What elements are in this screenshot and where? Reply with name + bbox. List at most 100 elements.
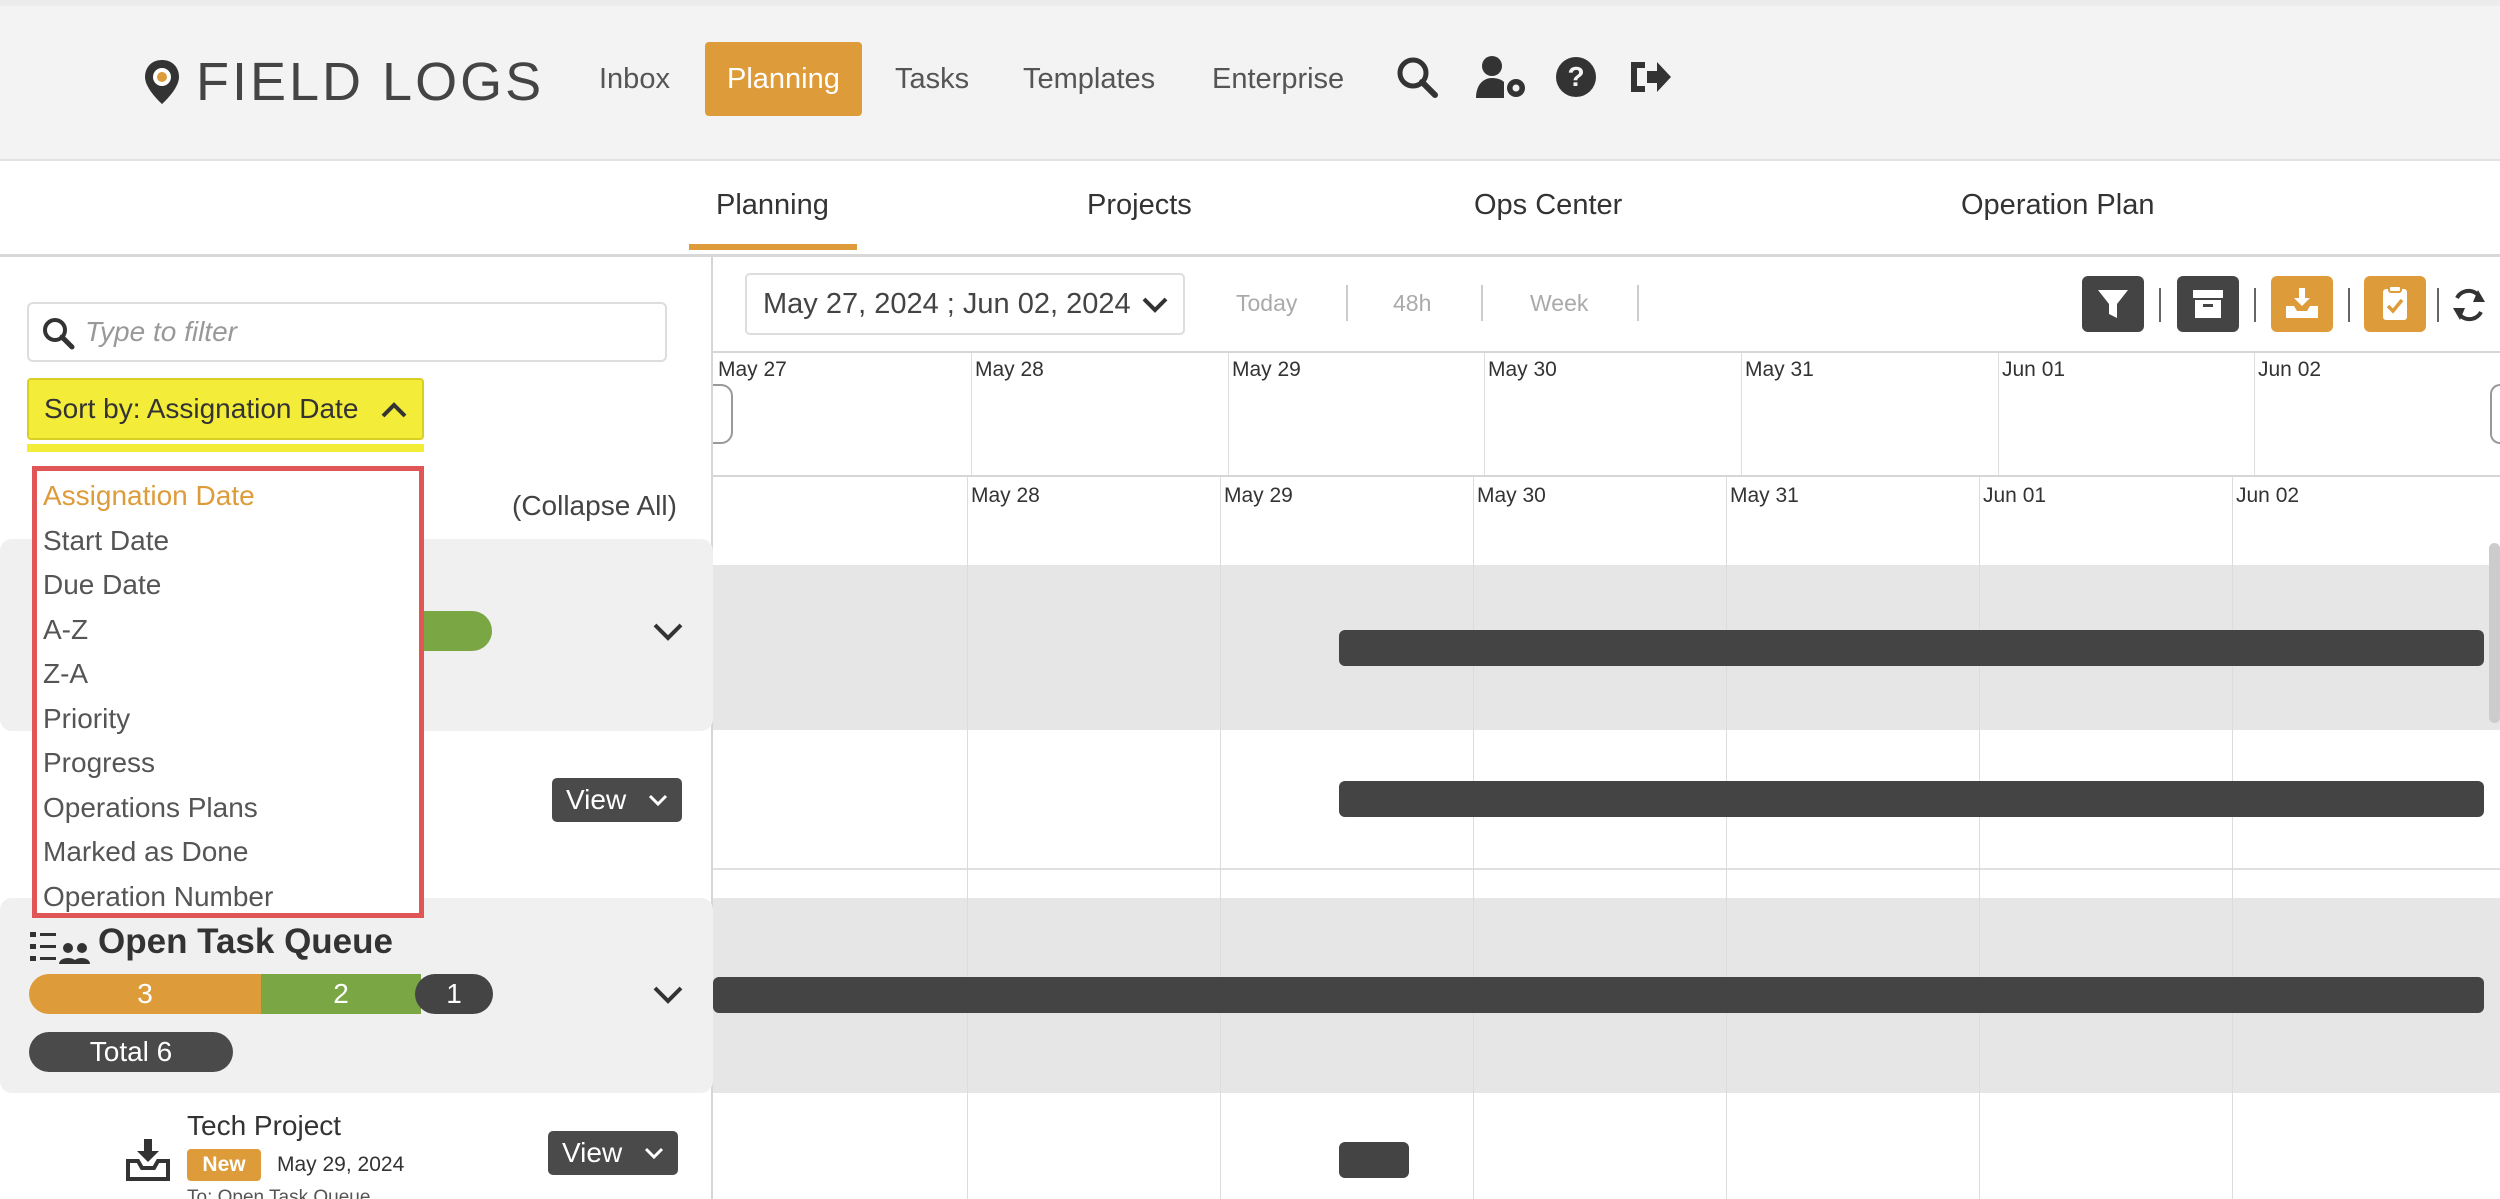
- gridline: [1473, 477, 1474, 1199]
- nav-tasks[interactable]: Tasks: [895, 63, 970, 95]
- sub-navbar: Planning Projects Ops Center Operation P…: [0, 161, 2500, 257]
- sort-dropdown-button[interactable]: Sort by: Assignation Date: [27, 378, 424, 440]
- logout-icon[interactable]: [1627, 54, 1673, 100]
- active-tab-indicator: [689, 244, 857, 250]
- divider: [713, 868, 2500, 870]
- gridline: [1726, 477, 1727, 1199]
- sort-highlight-bar: [27, 444, 424, 452]
- divider: [2254, 288, 2256, 322]
- chevron-down-icon[interactable]: [650, 620, 686, 644]
- refresh-icon[interactable]: [2450, 286, 2488, 324]
- sort-dropdown-menu: Assignation Date Start Date Due Date A-Z…: [32, 466, 424, 918]
- gridline: [1228, 353, 1229, 475]
- view-button-label: View: [566, 784, 627, 815]
- sort-option-assignation-date[interactable]: Assignation Date: [43, 480, 255, 511]
- top-navbar: FIELD LOGS Inbox Planning Tasks Template…: [0, 0, 2500, 161]
- scale-date: May 30: [1488, 358, 1557, 381]
- total-badge: Total 6: [29, 1032, 233, 1072]
- sort-label: Sort by: Assignation Date: [44, 393, 359, 424]
- chevron-down-icon[interactable]: [650, 983, 686, 1007]
- sort-option-due-date[interactable]: Due Date: [43, 569, 162, 600]
- sort-option-start-date[interactable]: Start Date: [43, 524, 170, 556]
- view-button[interactable]: View: [552, 778, 682, 822]
- divider: [1637, 285, 1639, 321]
- location-pin-icon: [145, 60, 179, 104]
- clipboard-check-button[interactable]: [2364, 276, 2426, 332]
- scale-date: May 27: [718, 358, 787, 381]
- timeline-scale-top: [713, 351, 2500, 477]
- inbox-download-icon: [2286, 288, 2318, 318]
- svg-text:?: ?: [1567, 61, 1584, 92]
- nav-planning[interactable]: Planning: [705, 42, 862, 116]
- zoom-week[interactable]: Week: [1530, 290, 1589, 316]
- nav-templates[interactable]: Templates: [1023, 63, 1156, 95]
- scale-date: May 31: [1745, 358, 1814, 381]
- count-pill-done: 1: [415, 974, 493, 1014]
- group-title: Open Task Queue: [98, 922, 393, 961]
- task-queue-icon: [30, 932, 90, 964]
- view-button[interactable]: View: [548, 1131, 678, 1175]
- gantt-bar[interactable]: [1339, 781, 2484, 817]
- divider: [2437, 288, 2439, 322]
- tab-projects[interactable]: Projects: [1087, 189, 1192, 221]
- chevron-down-icon: [644, 1147, 664, 1160]
- item-date: May 29, 2024: [277, 1153, 405, 1176]
- sort-option-progress[interactable]: Progress: [43, 747, 156, 778]
- timeline-range-handle-left[interactable]: [713, 384, 733, 444]
- gridline: [1998, 353, 1999, 475]
- gantt-bar[interactable]: [713, 977, 2484, 1013]
- zoom-today[interactable]: Today: [1236, 290, 1298, 316]
- tab-ops-center[interactable]: Ops Center: [1474, 189, 1623, 221]
- view-button-label: View: [562, 1137, 623, 1168]
- inbox-download-icon: [126, 1139, 170, 1181]
- scale-date: May 30: [1477, 484, 1546, 507]
- scale-date: May 31: [1730, 484, 1799, 507]
- archive-icon: [2193, 290, 2223, 318]
- date-range-value: May 27, 2024 ; Jun 02, 2024: [763, 288, 1131, 320]
- gridline: [2232, 477, 2233, 1199]
- scale-date: May 28: [971, 484, 1040, 507]
- sort-option-z-a[interactable]: Z-A: [43, 658, 89, 689]
- gridline: [1484, 353, 1485, 475]
- inbox-download-button[interactable]: [2271, 276, 2333, 332]
- nav-inbox[interactable]: Inbox: [599, 63, 670, 95]
- clipboard-check-icon: [2383, 285, 2407, 320]
- tab-planning[interactable]: Planning: [716, 189, 829, 221]
- gantt-bar[interactable]: [1339, 1142, 1409, 1178]
- archive-button[interactable]: [2177, 276, 2239, 332]
- item-subtitle: To: Open Task Queue: [187, 1187, 371, 1199]
- sort-option-a-z[interactable]: A-Z: [43, 613, 89, 645]
- gridline: [1741, 353, 1742, 475]
- brand-name: FIELD LOGS: [196, 52, 545, 112]
- nav-enterprise[interactable]: Enterprise: [1212, 63, 1345, 95]
- chevron-up-icon: [381, 402, 407, 418]
- filter-field[interactable]: [27, 302, 667, 362]
- help-icon[interactable]: ?: [1553, 54, 1599, 100]
- user-settings-icon[interactable]: [1474, 54, 1528, 100]
- timeline-range-handle-right[interactable]: [2490, 384, 2500, 444]
- collapse-all-link[interactable]: (Collapse All): [512, 490, 677, 521]
- scale-date: May 28: [975, 358, 1044, 381]
- logo[interactable]: FIELD LOGS: [142, 52, 544, 112]
- tab-operation-plan[interactable]: Operation Plan: [1961, 189, 2155, 221]
- gridline: [2254, 353, 2255, 475]
- scale-date: Jun 02: [2236, 484, 2300, 507]
- status-badge: New: [187, 1149, 261, 1181]
- filter-button[interactable]: [2082, 276, 2144, 332]
- gantt-bar[interactable]: [1339, 630, 2484, 666]
- search-icon[interactable]: [1394, 54, 1440, 100]
- scale-date: Jun 01: [1983, 484, 2047, 507]
- item-title[interactable]: Tech Project: [187, 1110, 342, 1141]
- zoom-48h[interactable]: 48h: [1393, 290, 1432, 316]
- filter-input[interactable]: [85, 312, 645, 352]
- gridline: [1979, 477, 1980, 1199]
- sort-option-priority[interactable]: Priority: [43, 702, 131, 734]
- sort-option-marked-as-done[interactable]: Marked as Done: [43, 836, 249, 867]
- date-range-select[interactable]: May 27, 2024 ; Jun 02, 2024: [745, 273, 1185, 335]
- gridline: [971, 353, 972, 475]
- sort-option-operation-number[interactable]: Operation Number: [43, 880, 274, 912]
- gridline: [1220, 477, 1221, 1199]
- sort-option-operations-plans[interactable]: Operations Plans: [43, 791, 258, 823]
- gridline: [967, 477, 968, 1199]
- vertical-scrollbar[interactable]: [2489, 543, 2500, 723]
